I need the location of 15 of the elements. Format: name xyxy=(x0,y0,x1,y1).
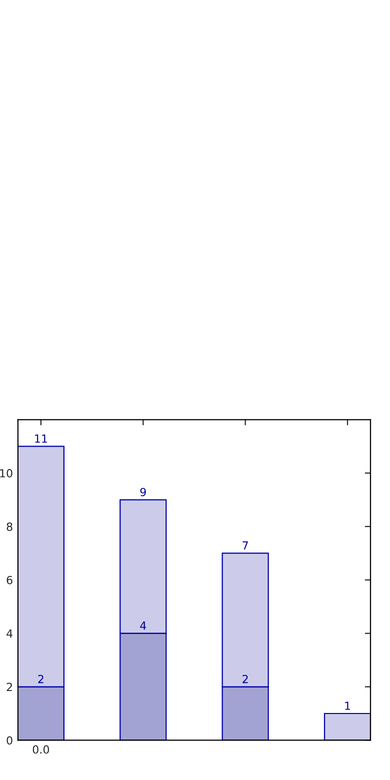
y-tick-label: 10 xyxy=(0,469,12,478)
y-tick-label: 4 xyxy=(6,629,12,638)
total-label: 7 xyxy=(242,541,248,550)
y-tick-label: 0 xyxy=(6,736,12,745)
y-tick-label: 8 xyxy=(6,522,12,531)
data-label: 2 xyxy=(242,674,248,684)
data-label: 4 xyxy=(140,622,146,630)
y-tick-label: 6 xyxy=(6,576,12,584)
total-label: 9 xyxy=(140,488,146,496)
bar xyxy=(324,712,370,740)
data-label: 2 xyxy=(38,674,44,684)
total-label: 11 xyxy=(35,434,47,443)
x-tick-label: 0.0 xyxy=(32,745,50,754)
total-label: 1 xyxy=(345,702,350,710)
y-tick-label: 2 xyxy=(6,682,12,692)
